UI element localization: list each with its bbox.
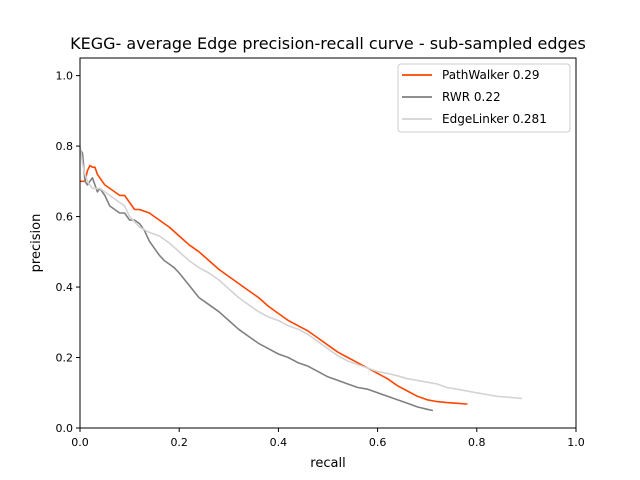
y-tick-label: 1.0 [56,70,74,83]
chart-title: KEGG- average Edge precision-recall curv… [70,34,586,53]
y-tick-label: 0.0 [56,422,74,435]
plot-frame [79,57,577,429]
x-tick-label: 0.0 [71,436,89,449]
y-axis-ticks: 0.0 0.2 0.4 0.6 0.8 1.0 [56,70,80,435]
y-axis-label: precision [29,214,44,273]
series-line-3 [80,145,523,400]
x-tick-label: 1.0 [567,436,585,449]
legend: PathWalker 0.29 RWR 0.22 EdgeLinker 0.281 [397,63,571,133]
x-tick-label: 0.6 [369,436,387,449]
y-tick-label: 0.2 [56,352,74,365]
series-line-1 [80,164,468,405]
y-tick-label: 0.8 [56,140,74,153]
legend-label-2: RWR 0.22 [442,90,501,104]
x-axis-ticks: 0.0 0.2 0.4 0.6 0.8 1.0 [71,428,585,449]
x-tick-label: 0.4 [270,436,288,449]
x-tick-label: 0.8 [468,436,486,449]
y-tick-label: 0.6 [56,211,74,224]
y-tick-label: 0.4 [56,281,74,294]
x-axis-label: recall [310,456,345,471]
legend-box [397,63,571,133]
series-line-2 [80,148,434,412]
series-layer [80,145,523,412]
x-tick-label: 0.2 [170,436,188,449]
legend-label-3: EdgeLinker 0.281 [442,112,547,126]
legend-label-1: PathWalker 0.29 [442,68,540,82]
